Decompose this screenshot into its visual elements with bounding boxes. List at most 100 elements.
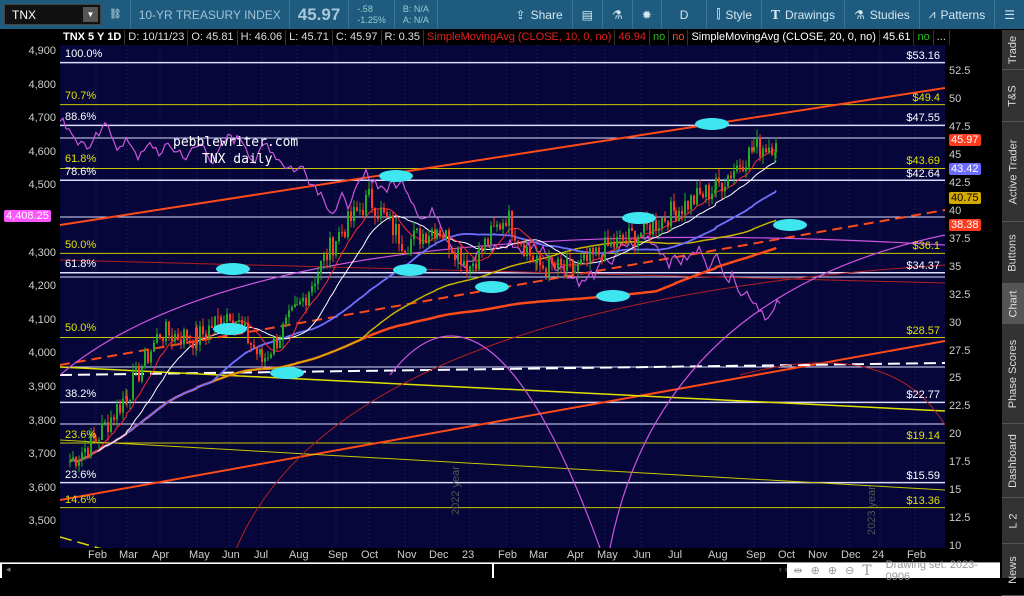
candle <box>536 255 538 264</box>
scrollbar-thumb[interactable]: ‹ › <box>493 563 788 578</box>
text-tool-icon[interactable]: T <box>862 562 872 579</box>
candle <box>751 147 753 152</box>
candle <box>649 224 651 235</box>
sma20-label[interactable]: SimpleMovingAvg (CLOSE, 20, 0, no) <box>688 30 880 45</box>
settings-button[interactable]: ✹ <box>633 0 662 29</box>
right-tick: 40 <box>949 204 962 217</box>
fib-label: 70.7% <box>65 90 97 102</box>
sidebar-tab[interactable]: Active Trader <box>1002 122 1024 222</box>
candle <box>338 232 340 242</box>
candle <box>69 461 71 463</box>
candle <box>652 220 654 235</box>
drawing-set[interactable]: Drawing set: 2023-0906 <box>885 558 978 583</box>
candle <box>569 258 571 262</box>
left-tick: 3,900 <box>28 381 56 393</box>
left-tick: 4,100 <box>28 313 56 326</box>
candle <box>75 457 77 466</box>
left-tick: 4,000 <box>28 347 56 360</box>
candle <box>511 210 513 236</box>
date-tick: Mar <box>529 549 548 561</box>
candle <box>667 221 669 227</box>
patterns-button[interactable]: ⩘ Patterns <box>920 0 996 29</box>
sidebar-tab[interactable]: Chart <box>1002 284 1024 324</box>
zoom-out-icon[interactable]: ⊖ <box>845 565 855 577</box>
sidebar-tab[interactable]: Trade <box>1002 30 1024 70</box>
highlight-ellipse <box>270 367 304 379</box>
candle <box>314 283 316 286</box>
candle <box>448 230 450 250</box>
more-studies[interactable]: ... <box>934 30 950 45</box>
chevron-down-icon[interactable]: ▼ <box>83 7 98 22</box>
date-tick: 24 <box>872 549 885 561</box>
candle <box>436 230 438 239</box>
candle <box>572 261 574 274</box>
flask-button[interactable]: ⚗ <box>603 0 633 29</box>
crosshair-icon[interactable]: ⊕ <box>810 565 820 577</box>
zoom-in-icon[interactable]: ⊕ <box>827 565 838 577</box>
period-button[interactable]: D <box>662 0 708 29</box>
menu-button[interactable]: ☰ <box>995 0 1024 29</box>
sidebar-tab[interactable]: Phase Scores <box>1002 324 1024 424</box>
candle <box>542 265 544 269</box>
annotation-line1: pebblewriter.com <box>173 135 299 150</box>
candle <box>122 398 124 413</box>
year-marker: 2023 year <box>866 486 878 535</box>
candle <box>714 189 716 194</box>
highlight-ellipse <box>695 118 729 130</box>
chart-plot[interactable]: pebblewriter.com TNX daily 2022 year 202… <box>60 45 945 548</box>
studies-button[interactable]: ⚗ Studies <box>845 0 920 29</box>
price-level-label: $42.64 <box>906 168 940 181</box>
chart-canvas[interactable] <box>60 45 945 548</box>
candle <box>431 229 433 237</box>
sidebar-tab[interactable]: Buttons <box>1002 222 1024 284</box>
price-badge: 45.97 <box>949 134 981 146</box>
right-axis: 52.5 50 47.5 45 42.5 40 37.5 35 32.5 30 27.5 25 22.5… <box>945 45 1000 552</box>
candle <box>687 200 689 210</box>
news-button[interactable]: ▤ <box>573 0 603 29</box>
candle <box>302 297 304 302</box>
candle <box>419 228 421 245</box>
sma10-label[interactable]: SimpleMovingAvg (CLOSE, 10, 0, no) <box>424 30 616 45</box>
candle <box>463 260 465 266</box>
left-tick: 4,300 <box>28 246 56 259</box>
scrollbar[interactable]: ◂ <box>2 563 492 578</box>
info-high: H: 46.06 <box>238 30 287 45</box>
sma10-flag2: no <box>669 30 689 45</box>
candle <box>162 338 164 342</box>
fib-label: 14.6% <box>65 494 97 506</box>
drawings-button[interactable]: T Drawings <box>762 0 845 29</box>
price-badge: 38.38 <box>949 218 981 231</box>
pan-icon[interactable]: ⇹ <box>793 565 803 577</box>
candle <box>101 423 103 440</box>
price-level-label: $34.37 <box>906 259 940 272</box>
candle <box>705 184 707 198</box>
candle <box>655 220 657 231</box>
fib-label: 50.0% <box>65 322 97 334</box>
candle <box>580 259 582 265</box>
highlight-ellipse <box>475 281 509 293</box>
share-button[interactable]: ⇪ Share <box>507 0 573 29</box>
style-label: Style <box>725 7 752 22</box>
sidebar-tab[interactable]: L 2 <box>1002 498 1024 544</box>
sidebar-tab-label: L 2 <box>1006 513 1019 528</box>
candle <box>693 195 695 205</box>
sidebar-tab[interactable]: T&S <box>1002 70 1024 122</box>
sidebar-tab[interactable]: News <box>1002 544 1024 596</box>
style-button[interactable]: ⫿ Style <box>707 0 762 29</box>
right-tick: 22.5 <box>949 400 971 413</box>
date-tick: May <box>597 549 618 561</box>
candle <box>202 326 204 334</box>
flask-icon: ⚗ <box>611 7 623 22</box>
candle <box>404 250 406 254</box>
price-level-label: $19.14 <box>906 429 940 442</box>
candle <box>643 218 645 233</box>
link-icon[interactable]: ⛓ <box>101 0 131 29</box>
price-level-label: $49.4 <box>912 91 940 104</box>
candle <box>631 228 633 231</box>
candle <box>490 225 492 245</box>
right-sidebar: Trade T&S Active Trader Buttons Chart Phase S… <box>1002 30 1024 596</box>
sidebar-tab[interactable]: Dashboard <box>1002 424 1024 498</box>
candle <box>715 177 717 190</box>
candle <box>505 222 507 226</box>
symbol-input[interactable]: TNX ▼ <box>4 4 101 25</box>
